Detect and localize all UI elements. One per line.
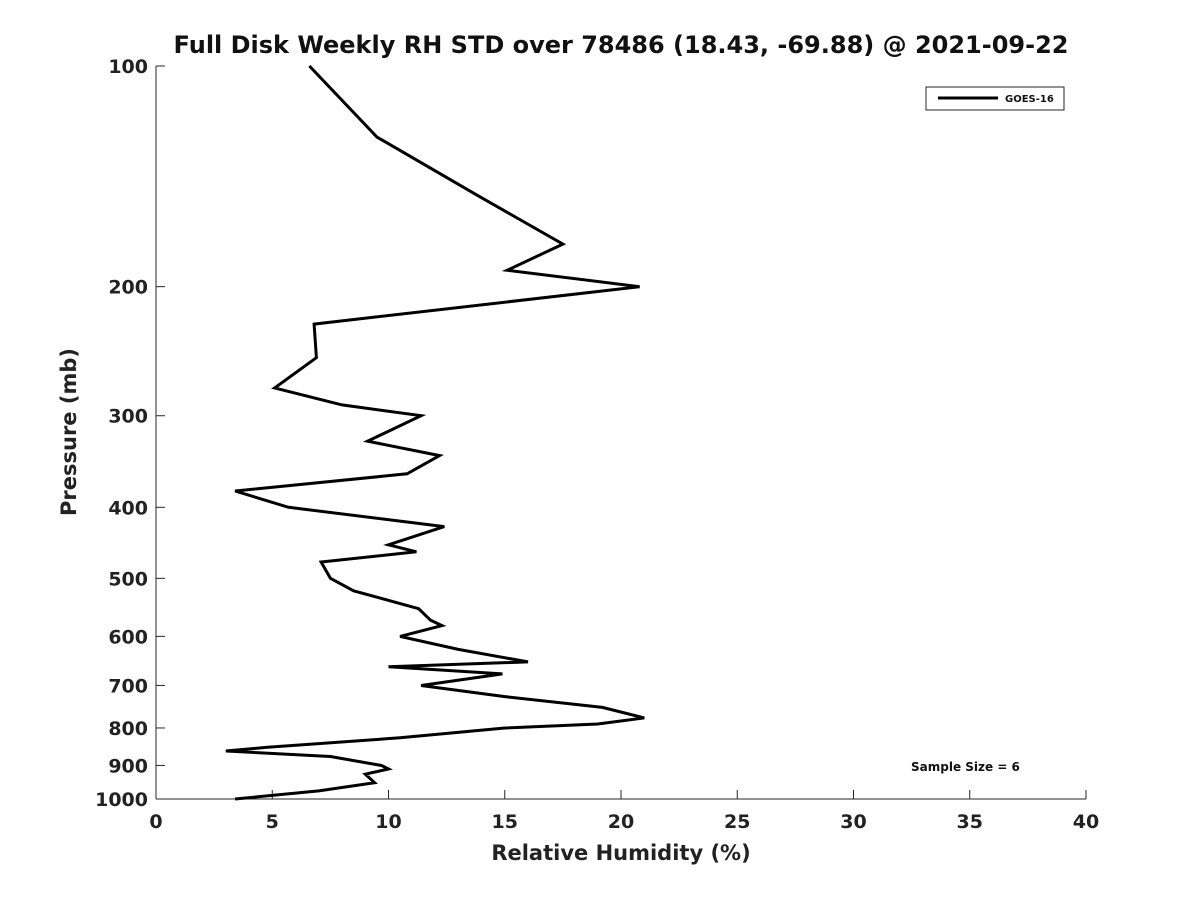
x-axis-label: Relative Humidity (%) (491, 841, 750, 865)
y-tick-label: 300 (108, 406, 148, 428)
x-tick-label: 30 (840, 811, 866, 833)
y-tick-label: 900 (108, 755, 148, 777)
y-tick-label: 500 (108, 568, 148, 590)
x-tick-label: 5 (266, 811, 279, 833)
chart-title: Full Disk Weekly RH STD over 78486 (18.4… (174, 31, 1069, 59)
y-tick-label: 200 (108, 277, 148, 299)
y-ticks: 100 200 300 400 500 600 700 800 900 1000 (95, 56, 165, 811)
x-tick-label: 0 (149, 811, 162, 833)
y-tick-label: 600 (108, 626, 148, 648)
x-ticks: 0 5 10 15 20 25 30 35 40 (149, 790, 1099, 833)
x-tick-label: 10 (375, 811, 401, 833)
x-tick-label: 25 (724, 811, 750, 833)
y-tick-label: 700 (108, 675, 148, 697)
x-tick-label: 35 (957, 811, 983, 833)
series-layer (225, 64, 645, 801)
y-tick-label: 1000 (95, 789, 148, 811)
y-tick-label: 100 (108, 56, 148, 78)
series-line-1 (225, 64, 645, 801)
x-tick-label: 40 (1073, 811, 1099, 833)
sample-size-annotation: Sample Size = 6 (911, 760, 1020, 774)
y-axis-label: Pressure (mb) (57, 348, 81, 516)
plot-axes (155, 66, 1086, 800)
legend: GOES-16 (925, 86, 1065, 111)
x-tick-label: 15 (492, 811, 518, 833)
y-tick-label: 800 (108, 718, 148, 740)
x-tick-label: 20 (608, 811, 634, 833)
y-tick-label: 400 (108, 497, 148, 519)
legend-label: GOES-16 (1005, 94, 1054, 105)
